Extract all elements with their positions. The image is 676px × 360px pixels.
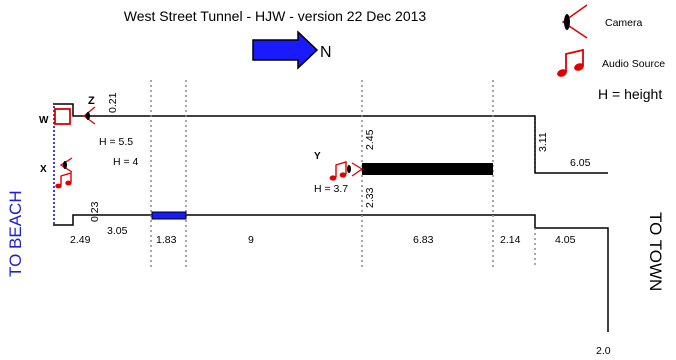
tunnel-lower-wall — [53, 214, 609, 332]
dim-bottom-6: 4.05 — [555, 234, 576, 246]
dim-bottom-0: 2.49 — [70, 234, 91, 246]
dim-bottom-3: 9 — [248, 234, 254, 246]
dim-bottom-4: 6.83 — [413, 234, 434, 246]
dim-y-above: 2.45 — [364, 129, 376, 150]
to-town-label: TO TOWN — [646, 212, 665, 291]
section-lines — [150, 80, 536, 268]
dim-z-gap: 0.21 — [107, 92, 119, 113]
north-arrow-icon — [252, 30, 319, 70]
tunnel-upper-wall — [53, 103, 608, 174]
to-beach-label: TO BEACH — [6, 190, 25, 277]
legend-camera-icon — [561, 4, 588, 39]
dim-y-below: 2.33 — [364, 187, 376, 208]
dim-upper-right: 6.05 — [570, 157, 591, 169]
dim-lower-right: 2.0 — [596, 345, 611, 355]
legend-camera-label: Camera — [605, 17, 643, 29]
dim-bottom-1: 3.05 — [107, 225, 128, 237]
legend-height-note: H = height — [598, 86, 662, 102]
point-y-camera-icon — [347, 162, 364, 177]
blue-block — [151, 211, 187, 220]
legend-audio-label: Audio Source — [602, 58, 665, 70]
north-label: N — [320, 44, 332, 61]
point-w-height: H = 5.5 — [99, 136, 133, 148]
dim-right-step: 3.11 — [537, 132, 549, 152]
point-y-audio-icon — [329, 161, 347, 181]
point-x-audio-icon — [55, 172, 72, 189]
dim-left-gap: 0.23 — [89, 201, 101, 222]
point-x-height: H = 4 — [113, 156, 139, 168]
point-z-label: Z — [88, 95, 95, 107]
point-w-label: W — [39, 115, 49, 126]
legend-audio-icon — [557, 48, 584, 77]
point-x-camera-icon — [59, 157, 73, 173]
point-z-camera-icon — [82, 106, 96, 125]
dim-bottom-5: 2.14 — [500, 234, 521, 246]
point-y-label: Y — [314, 151, 321, 162]
black-block — [362, 163, 493, 175]
point-x-label: X — [40, 164, 47, 175]
point-y-height: H = 3.7 — [314, 183, 348, 195]
point-w-marker — [54, 108, 71, 125]
diagram-title: West Street Tunnel - HJW - version 22 De… — [124, 8, 427, 24]
dim-bottom-2: 1.83 — [156, 234, 177, 246]
